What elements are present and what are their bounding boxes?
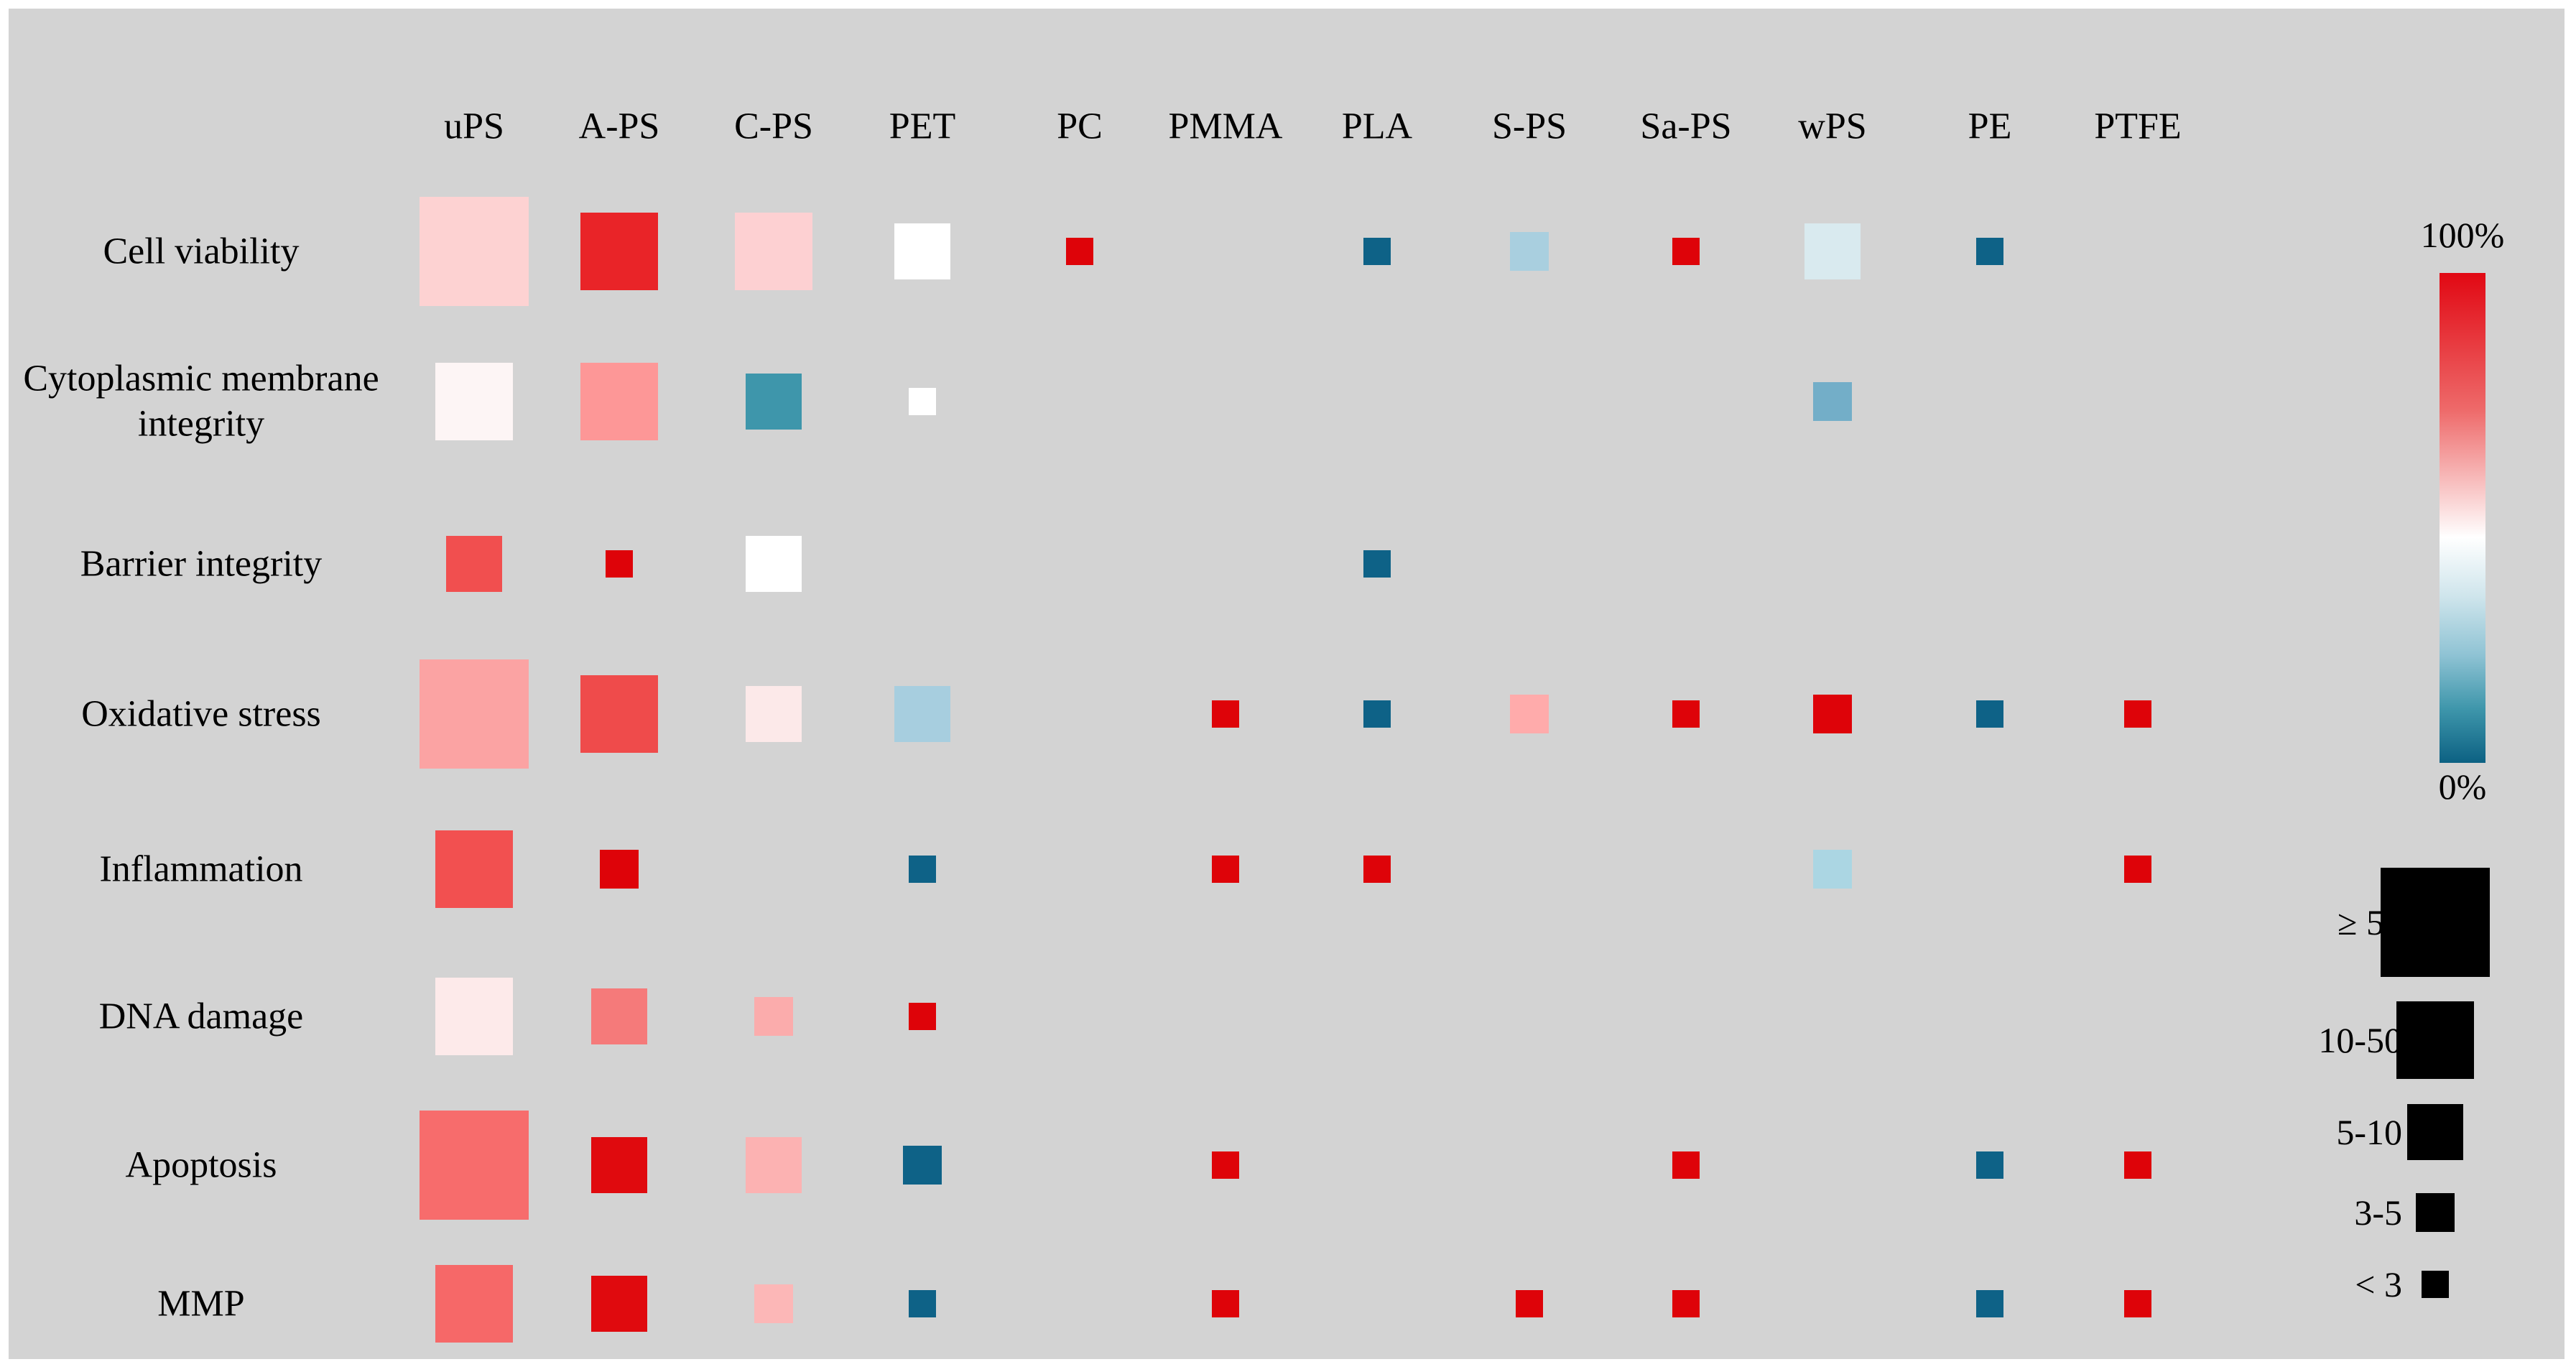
- matrix-square: [746, 686, 802, 742]
- matrix-square: [754, 997, 793, 1036]
- size-legend-label: ≥ 50: [2338, 902, 2402, 942]
- matrix-square: [894, 223, 950, 279]
- matrix-square: [580, 213, 658, 290]
- matrix-square: [909, 1290, 936, 1317]
- matrix-square: [1813, 695, 1852, 733]
- matrix-square: [446, 536, 502, 592]
- column-header-PMMA: PMMA: [1168, 106, 1283, 147]
- size-legend-label: 5-10: [2336, 1112, 2402, 1152]
- matrix-square: [1516, 1290, 1543, 1317]
- row-label: Cell viability: [103, 231, 300, 272]
- matrix-square: [746, 374, 802, 430]
- matrix-square: [1976, 1290, 2003, 1317]
- matrix-square: [1510, 695, 1549, 733]
- column-header-C-PS: C-PS: [734, 106, 813, 147]
- matrix-square: [591, 988, 647, 1044]
- row-label: DNA damage: [98, 996, 304, 1037]
- matrix-square: [1363, 238, 1391, 265]
- matrix-square: [1976, 1151, 2003, 1179]
- matrix-square: [435, 363, 513, 440]
- column-header-PC: PC: [1057, 106, 1103, 147]
- matrix-square: [1363, 700, 1391, 728]
- matrix-square: [420, 659, 529, 769]
- column-header-PE: PE: [1968, 106, 2012, 147]
- colorbar-min-label: 0%: [2438, 766, 2487, 807]
- matrix-square: [1363, 550, 1391, 578]
- matrix-square: [1510, 232, 1549, 271]
- column-header-PTFE: PTFE: [2094, 106, 2182, 147]
- column-header-Sa-PS: Sa-PS: [1640, 106, 1732, 147]
- matrix-square: [2124, 700, 2151, 728]
- colorbar-gradient: [2440, 273, 2485, 763]
- row-label: MMP: [157, 1283, 245, 1325]
- matrix-square: [1813, 382, 1852, 421]
- matrix-square: [1976, 238, 2003, 265]
- matrix-square: [2124, 1151, 2151, 1179]
- size-legend-square: [2416, 1193, 2455, 1232]
- matrix-square: [1066, 238, 1093, 265]
- matrix-square: [1672, 700, 1700, 728]
- matrix-square: [894, 686, 950, 742]
- matrix-square: [1804, 223, 1861, 279]
- matrix-square: [606, 550, 633, 578]
- size-legend-square: [2381, 868, 2490, 977]
- matrix-square: [2124, 1290, 2151, 1317]
- row-label: Barrier integrity: [80, 543, 323, 585]
- matrix-square: [580, 363, 658, 440]
- size-legend-label: 3-5: [2354, 1192, 2402, 1233]
- matrix-square: [1813, 850, 1852, 889]
- matrix-square: [1212, 1290, 1239, 1317]
- matrix-square: [435, 830, 513, 908]
- matrix-square: [1363, 856, 1391, 883]
- matrix-square: [420, 197, 529, 306]
- size-legend-square: [2422, 1271, 2449, 1298]
- matrix-square: [580, 675, 658, 753]
- row-label: Cytoplasmic membrane integrity: [23, 358, 379, 445]
- matrix-square: [1212, 700, 1239, 728]
- matrix-square: [746, 1137, 802, 1193]
- row-label: Oxidative stress: [81, 693, 321, 735]
- matrix-square: [1672, 238, 1700, 265]
- matrix-square: [903, 1146, 942, 1185]
- size-legend-label: < 3: [2355, 1264, 2402, 1304]
- matrix-square: [754, 1284, 793, 1323]
- size-legend-label: 10-50: [2318, 1020, 2402, 1060]
- matrix-square: [600, 850, 639, 889]
- figure-background: [9, 9, 2565, 1359]
- size-legend-square: [2407, 1104, 2463, 1160]
- column-header-S-PS: S-PS: [1491, 106, 1567, 147]
- matrix-square: [735, 213, 812, 290]
- matrix-square: [2124, 856, 2151, 883]
- matrix-square: [1976, 700, 2003, 728]
- size-legend-square: [2396, 1001, 2474, 1079]
- matrix-square: [591, 1137, 647, 1193]
- column-header-uPS: uPS: [444, 106, 504, 147]
- matrix-square: [591, 1276, 647, 1332]
- matrix-square: [1212, 1151, 1239, 1179]
- matrix-square: [420, 1111, 529, 1220]
- matrix-square: [1212, 856, 1239, 883]
- column-header-A-PS: A-PS: [578, 106, 660, 147]
- row-label: Inflammation: [99, 848, 303, 890]
- column-header-wPS: wPS: [1798, 106, 1867, 147]
- matrix-square: [909, 1003, 936, 1030]
- matrix-square: [746, 536, 802, 592]
- colorbar-max-label: 100%: [2420, 215, 2505, 255]
- matrix-square: [1672, 1151, 1700, 1179]
- matrix-square: [435, 978, 513, 1055]
- matrix-square: [909, 388, 936, 415]
- row-label: Apoptosis: [125, 1144, 277, 1186]
- matrix-square: [909, 856, 936, 883]
- matrix-square: [1672, 1290, 1700, 1317]
- column-header-PLA: PLA: [1341, 106, 1413, 147]
- column-header-PET: PET: [889, 106, 956, 147]
- matrix-square: [435, 1265, 513, 1343]
